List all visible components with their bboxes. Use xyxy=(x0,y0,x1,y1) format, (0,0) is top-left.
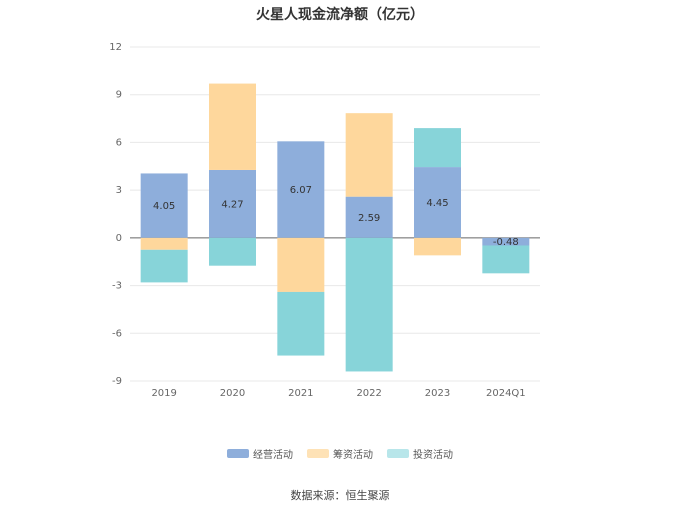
bar-operating xyxy=(209,169,256,238)
x-tick-label: 2019 xyxy=(151,388,176,399)
x-tick-label: 2022 xyxy=(356,388,381,399)
bar-financing xyxy=(414,237,461,256)
bar-investing xyxy=(414,128,461,168)
legend-swatch-operating xyxy=(227,449,249,458)
data-label: 6.07 xyxy=(290,185,312,196)
data-source: 数据来源：恒生聚源 xyxy=(290,489,390,502)
y-tick-label: 0 xyxy=(116,233,122,244)
x-tick-label: 2024Q1 xyxy=(486,388,526,399)
y-tick-label: 3 xyxy=(116,185,122,196)
bar-investing xyxy=(209,237,256,266)
legend-label-operating: 经营活动 xyxy=(253,450,293,461)
data-label: 2.59 xyxy=(358,213,380,224)
y-tick-label: -6 xyxy=(112,328,122,339)
bar-financing xyxy=(209,83,256,170)
data-label: 4.05 xyxy=(153,201,175,212)
y-tick-label: 9 xyxy=(116,90,122,101)
y-tick-label: 12 xyxy=(109,42,122,53)
bar-investing xyxy=(140,249,188,283)
bar-operating xyxy=(414,167,461,238)
x-tick-label: 2023 xyxy=(425,388,450,399)
bar-operating xyxy=(345,196,393,238)
legend-swatch-investing xyxy=(387,449,409,458)
data-label: 4.27 xyxy=(221,199,243,210)
legend-swatch-financing xyxy=(307,449,329,458)
bar-investing xyxy=(277,291,325,356)
bar-financing xyxy=(140,237,188,250)
bar-investing xyxy=(345,237,393,372)
chart-canvas: 12 9 6 3 0 -3 -6 -9 4.05 2019 4.27 2020 6.07 2021 2.59… xyxy=(109,42,540,399)
x-tick-label: 2021 xyxy=(288,388,313,399)
bar-operating xyxy=(140,173,188,238)
y-tick-label: -3 xyxy=(112,281,122,292)
legend-label-financing: 筹资活动 xyxy=(333,450,373,461)
bar-investing xyxy=(482,245,530,274)
bar-operating xyxy=(277,141,325,238)
bar-financing xyxy=(277,237,325,292)
legend-item-financing[interactable]: 筹资活动 xyxy=(307,446,373,461)
legend: 经营活动 筹资活动 投资活动 xyxy=(0,446,680,461)
legend-item-operating[interactable]: 经营活动 xyxy=(227,446,293,461)
bar-operating xyxy=(482,237,530,246)
x-tick-label: 2020 xyxy=(220,388,245,399)
bar-financing xyxy=(345,113,393,197)
legend-label-investing: 投资活动 xyxy=(413,450,453,461)
y-tick-label: -9 xyxy=(112,376,122,387)
data-label: 4.45 xyxy=(426,198,448,209)
legend-item-investing[interactable]: 投资活动 xyxy=(387,446,453,461)
y-tick-label: 6 xyxy=(116,137,122,148)
data-label: -0.48 xyxy=(493,237,519,248)
chart-title: 火星人现金流净额（亿元） xyxy=(256,7,424,23)
